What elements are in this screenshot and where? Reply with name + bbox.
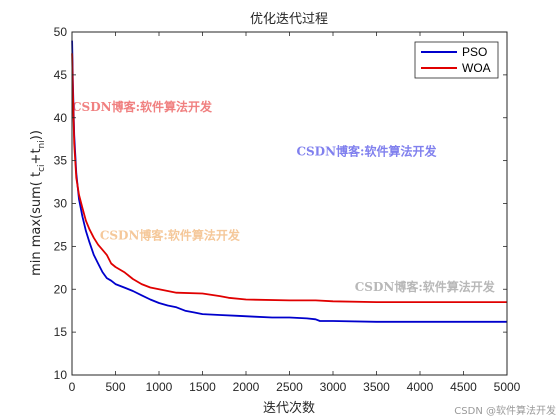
x-tick-label: 0 <box>69 380 76 394</box>
x-axis-label: 迭代次数 <box>263 400 315 416</box>
watermark-text: CSDN博客:软件算法开发 <box>72 99 213 114</box>
x-tick-label: 4000 <box>407 380 434 394</box>
series-line-woa <box>71 53 507 303</box>
tick-layer: 0 500 1000 1500 2000 2500 3000 3500 4000 4500 5000… <box>54 25 521 394</box>
y-tick-label: 15 <box>54 325 68 339</box>
y-axis-label-sub2: ni <box>37 140 47 148</box>
x-tick-label: 3500 <box>363 380 390 394</box>
series-layer <box>71 40 507 323</box>
y-tick-label: 10 <box>54 368 68 382</box>
y-tick-label: 45 <box>54 68 68 82</box>
y-axis-label-sub1: ci <box>37 164 47 171</box>
y-tick-label: 30 <box>54 197 68 211</box>
x-tick-label: 1000 <box>146 380 173 394</box>
chart-title: 优化迭代过程 <box>250 12 328 27</box>
x-tick-label: 5000 <box>494 380 521 394</box>
watermark-text: CSDN博客:软件算法开发 <box>355 279 496 294</box>
x-tick-label: 2000 <box>233 380 260 394</box>
corner-watermark: CSDN @软件算法开发 <box>454 404 556 417</box>
y-tick-label: 40 <box>54 111 68 125</box>
x-tick-label: 2500 <box>276 380 303 394</box>
y-tick-label: 35 <box>54 154 68 168</box>
x-tick-label: 1500 <box>189 380 216 394</box>
watermark-layer: CSDN博客:软件算法开发 CSDN博客:软件算法开发 CSDN博客:软件算法开发 C… <box>72 99 496 294</box>
plot-area <box>72 32 507 375</box>
y-tick-label: 20 <box>54 282 68 296</box>
y-axis-label-mid: +t <box>29 148 44 164</box>
legend-label-pso: PSO <box>462 45 487 59</box>
legend: PSO WOA <box>414 41 499 79</box>
y-tick-label: 25 <box>54 239 68 253</box>
x-tick-label: 4500 <box>450 380 477 394</box>
series-line-pso <box>71 40 507 323</box>
y-tick-label: 50 <box>54 25 68 39</box>
legend-label-woa: WOA <box>462 61 491 75</box>
watermark-text: CSDN博客:软件算法开发 <box>100 228 241 243</box>
x-tick-label: 500 <box>105 380 125 394</box>
watermark-text: CSDN博客:软件算法开发 <box>296 143 437 158</box>
y-axis-label-end: )) <box>29 130 44 140</box>
y-axis-label-main: min max(sum( t <box>29 172 44 276</box>
legend-box <box>414 41 499 79</box>
y-axis-label: min max(sum( tci+tni)) <box>29 130 47 276</box>
x-tick-label: 3000 <box>320 380 347 394</box>
